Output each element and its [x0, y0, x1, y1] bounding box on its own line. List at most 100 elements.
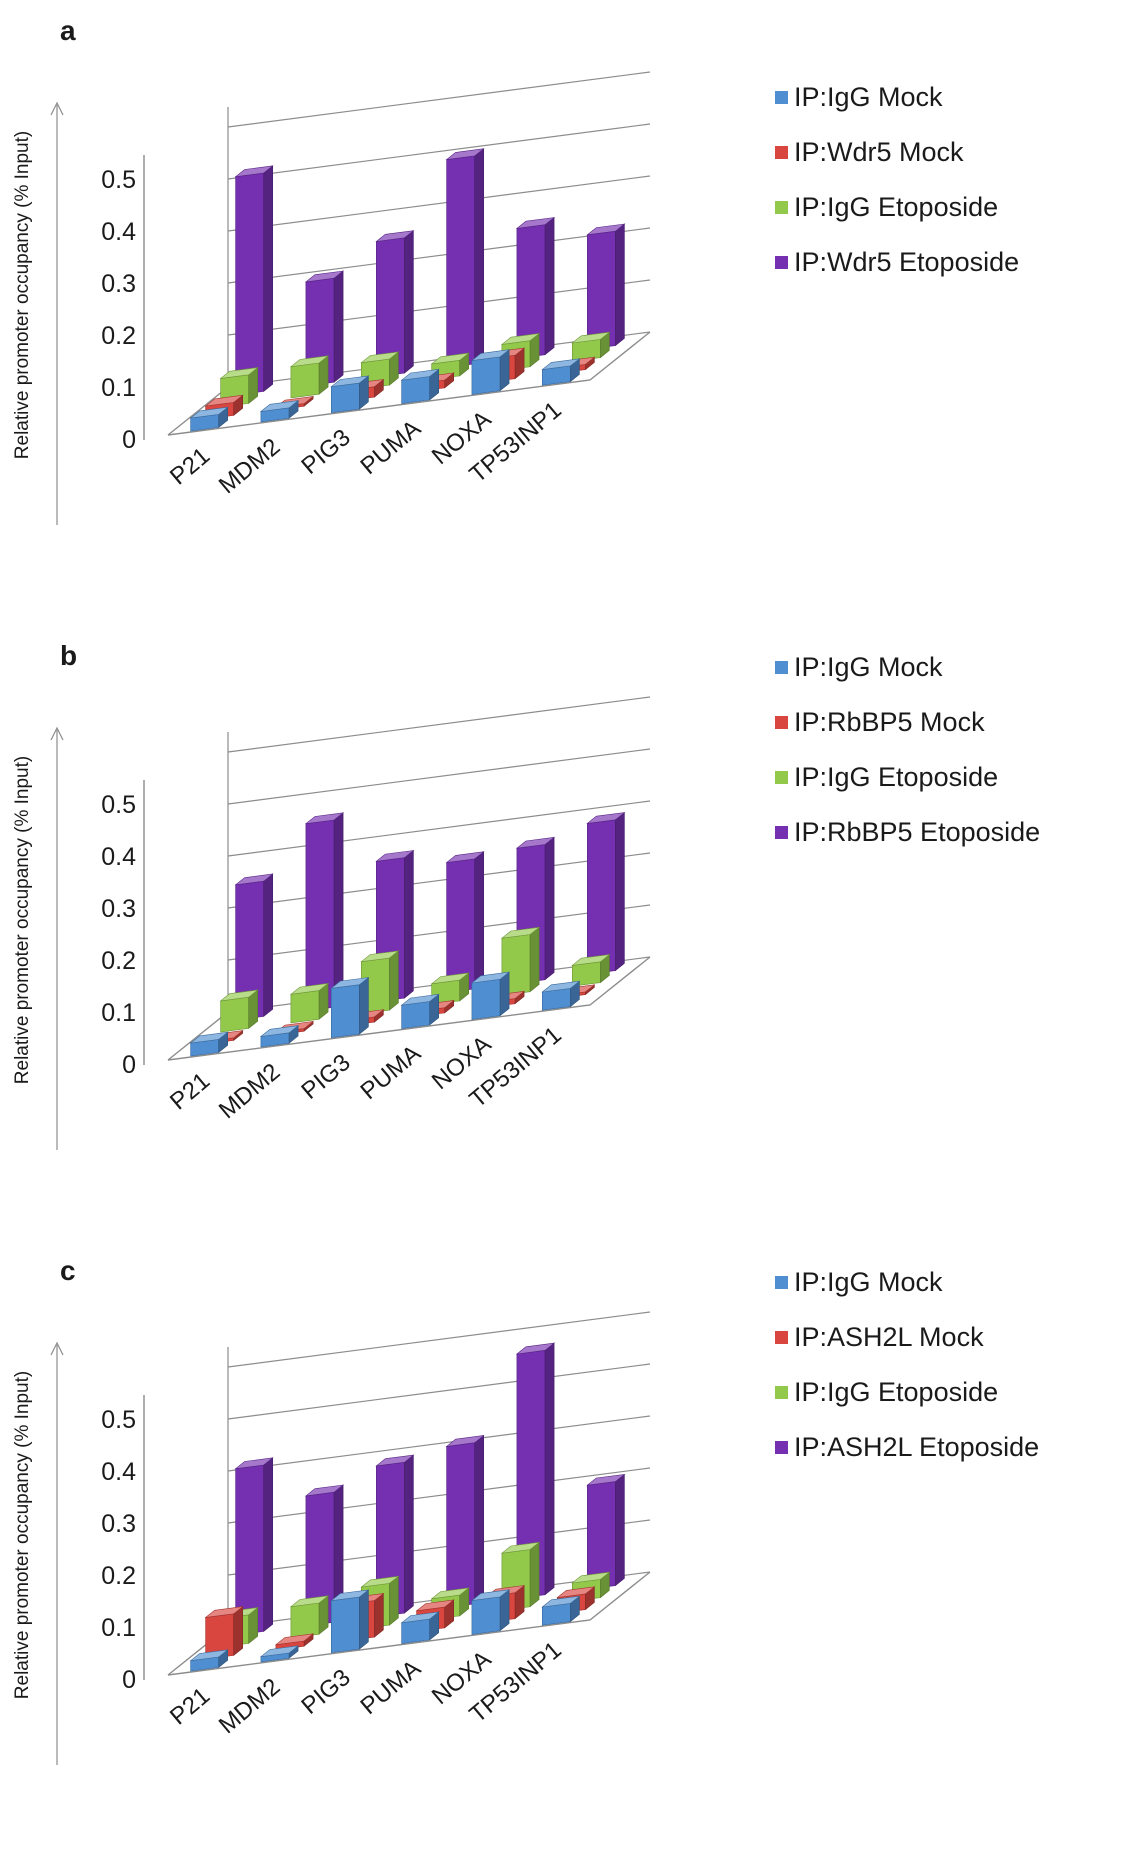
- legend-item: IP:Wdr5 Mock: [775, 125, 1019, 180]
- bar-top: [586, 812, 626, 824]
- floor-edge: [167, 1011, 229, 1061]
- bar-top: [234, 873, 274, 886]
- bar-side: [474, 851, 485, 990]
- gridline: [227, 71, 651, 128]
- y-tick-label: 0.5: [101, 166, 136, 194]
- bar-front: [235, 172, 265, 396]
- x-tick-label: PIG3: [296, 424, 355, 480]
- bar-top: [360, 1575, 400, 1588]
- y-tick-label: 0.5: [101, 791, 136, 819]
- bar: [289, 1595, 330, 1639]
- bar-front: [401, 1001, 431, 1029]
- y-tick-label: 0.2: [101, 947, 136, 975]
- bar: [259, 1024, 300, 1048]
- legend-swatch: [775, 716, 788, 729]
- gridline: [227, 748, 651, 805]
- bar-side: [404, 1454, 414, 1614]
- chart-b: 0 0.1 0.2 0.3 0.4 0.5 Relative promoter occupa…: [12, 696, 651, 1150]
- bar: [400, 993, 440, 1029]
- legend-swatch: [775, 1276, 788, 1289]
- floor-edge: [167, 956, 651, 1061]
- bar-side: [389, 1575, 399, 1626]
- bar: [445, 1434, 485, 1608]
- gridline: [227, 696, 651, 753]
- legend: IP:IgG Mock IP:RbBP5 Mock IP:IgG Etoposi…: [775, 640, 1040, 860]
- legend-swatch: [775, 91, 788, 104]
- bar: [234, 165, 274, 396]
- bar-front: [330, 1596, 360, 1654]
- bar-front: [471, 978, 501, 1020]
- floor-edge: [167, 331, 651, 436]
- bar-top: [515, 836, 556, 849]
- bar-top: [375, 850, 415, 862]
- bar-front: [401, 1618, 431, 1644]
- y-tick-label: 0.4: [101, 218, 136, 246]
- bar: [541, 980, 581, 1011]
- y-tick-label: 0.4: [101, 843, 136, 871]
- bar-top: [330, 375, 370, 388]
- bar-top: [445, 851, 485, 864]
- bar: [470, 1589, 511, 1635]
- bar-side: [374, 1592, 384, 1638]
- gridline: [227, 1311, 651, 1368]
- x-tick-label: P21: [165, 1067, 215, 1115]
- bar: [400, 368, 440, 404]
- bar-front: [446, 858, 476, 993]
- x-tick-label: PIG3: [296, 1049, 355, 1105]
- bar-front: [586, 230, 616, 350]
- bar-top: [259, 400, 300, 412]
- panel-letter: c: [60, 1255, 76, 1286]
- legend-swatch: [775, 826, 788, 839]
- legend-swatch: [775, 771, 788, 784]
- bar-top: [445, 1435, 485, 1447]
- bar-top: [541, 358, 581, 371]
- bar: [259, 1645, 300, 1663]
- bar-side: [615, 811, 625, 972]
- legend-item: IP:IgG Etoposide: [775, 1365, 1039, 1420]
- bar-top: [586, 223, 626, 236]
- legend: IP:IgG Mock IP:ASH2L Mock IP:IgG Etoposi…: [775, 1255, 1039, 1475]
- legend-label: IP:IgG Etoposide: [794, 1377, 999, 1407]
- legend-label: IP:IgG Etoposide: [794, 762, 999, 792]
- gridline: [227, 1467, 651, 1524]
- bar-top: [515, 217, 556, 229]
- bars: [189, 1342, 626, 1672]
- x-tick-label: PUMA: [356, 1040, 426, 1105]
- y-axis-arrowhead: [50, 726, 64, 741]
- legend-label: IP:ASH2L Mock: [794, 1322, 984, 1352]
- legend-swatch: [775, 146, 788, 159]
- bar-top: [189, 406, 229, 419]
- bar-top: [470, 971, 511, 984]
- bar-side: [263, 873, 274, 1018]
- bar-side: [333, 812, 344, 1008]
- y-tick-label: 0.4: [101, 1458, 136, 1486]
- bar-top: [304, 270, 345, 283]
- legend-swatch: [775, 661, 788, 674]
- bar-top: [360, 351, 400, 364]
- legend-label: IP:Wdr5 Mock: [794, 137, 964, 167]
- floor-edge: [167, 1571, 651, 1676]
- bar-top: [204, 1606, 244, 1618]
- panel-letter: a: [60, 15, 76, 46]
- legend-label: IP:RbBP5 Mock: [794, 707, 985, 737]
- bar-top: [430, 352, 470, 365]
- bar-top: [430, 972, 470, 985]
- bar-top: [304, 812, 345, 825]
- bar: [445, 148, 485, 368]
- legend-item: IP:RbBP5 Etoposide: [775, 805, 1040, 860]
- gridline: [227, 1519, 651, 1576]
- y-tick-label: 0.3: [101, 270, 136, 298]
- bar-top: [289, 355, 330, 368]
- bar: [586, 1473, 626, 1590]
- bar: [234, 1457, 274, 1636]
- bar-top: [204, 394, 244, 407]
- x-tick-label: MDM2: [214, 1058, 285, 1124]
- chart-panel-a: a 0 0.1 0.2 0.3 0.4 0.5 Relative promoter occu…: [0, 15, 1140, 525]
- bar-side: [389, 950, 399, 1011]
- bar-side: [544, 1342, 555, 1596]
- bars: [189, 148, 626, 432]
- bar: [541, 1595, 581, 1626]
- bar-top: [219, 989, 259, 1002]
- legend: IP:IgG Mock IP:Wdr5 Mock IP:IgG Etoposid…: [775, 70, 1019, 290]
- bar-front: [290, 1602, 320, 1639]
